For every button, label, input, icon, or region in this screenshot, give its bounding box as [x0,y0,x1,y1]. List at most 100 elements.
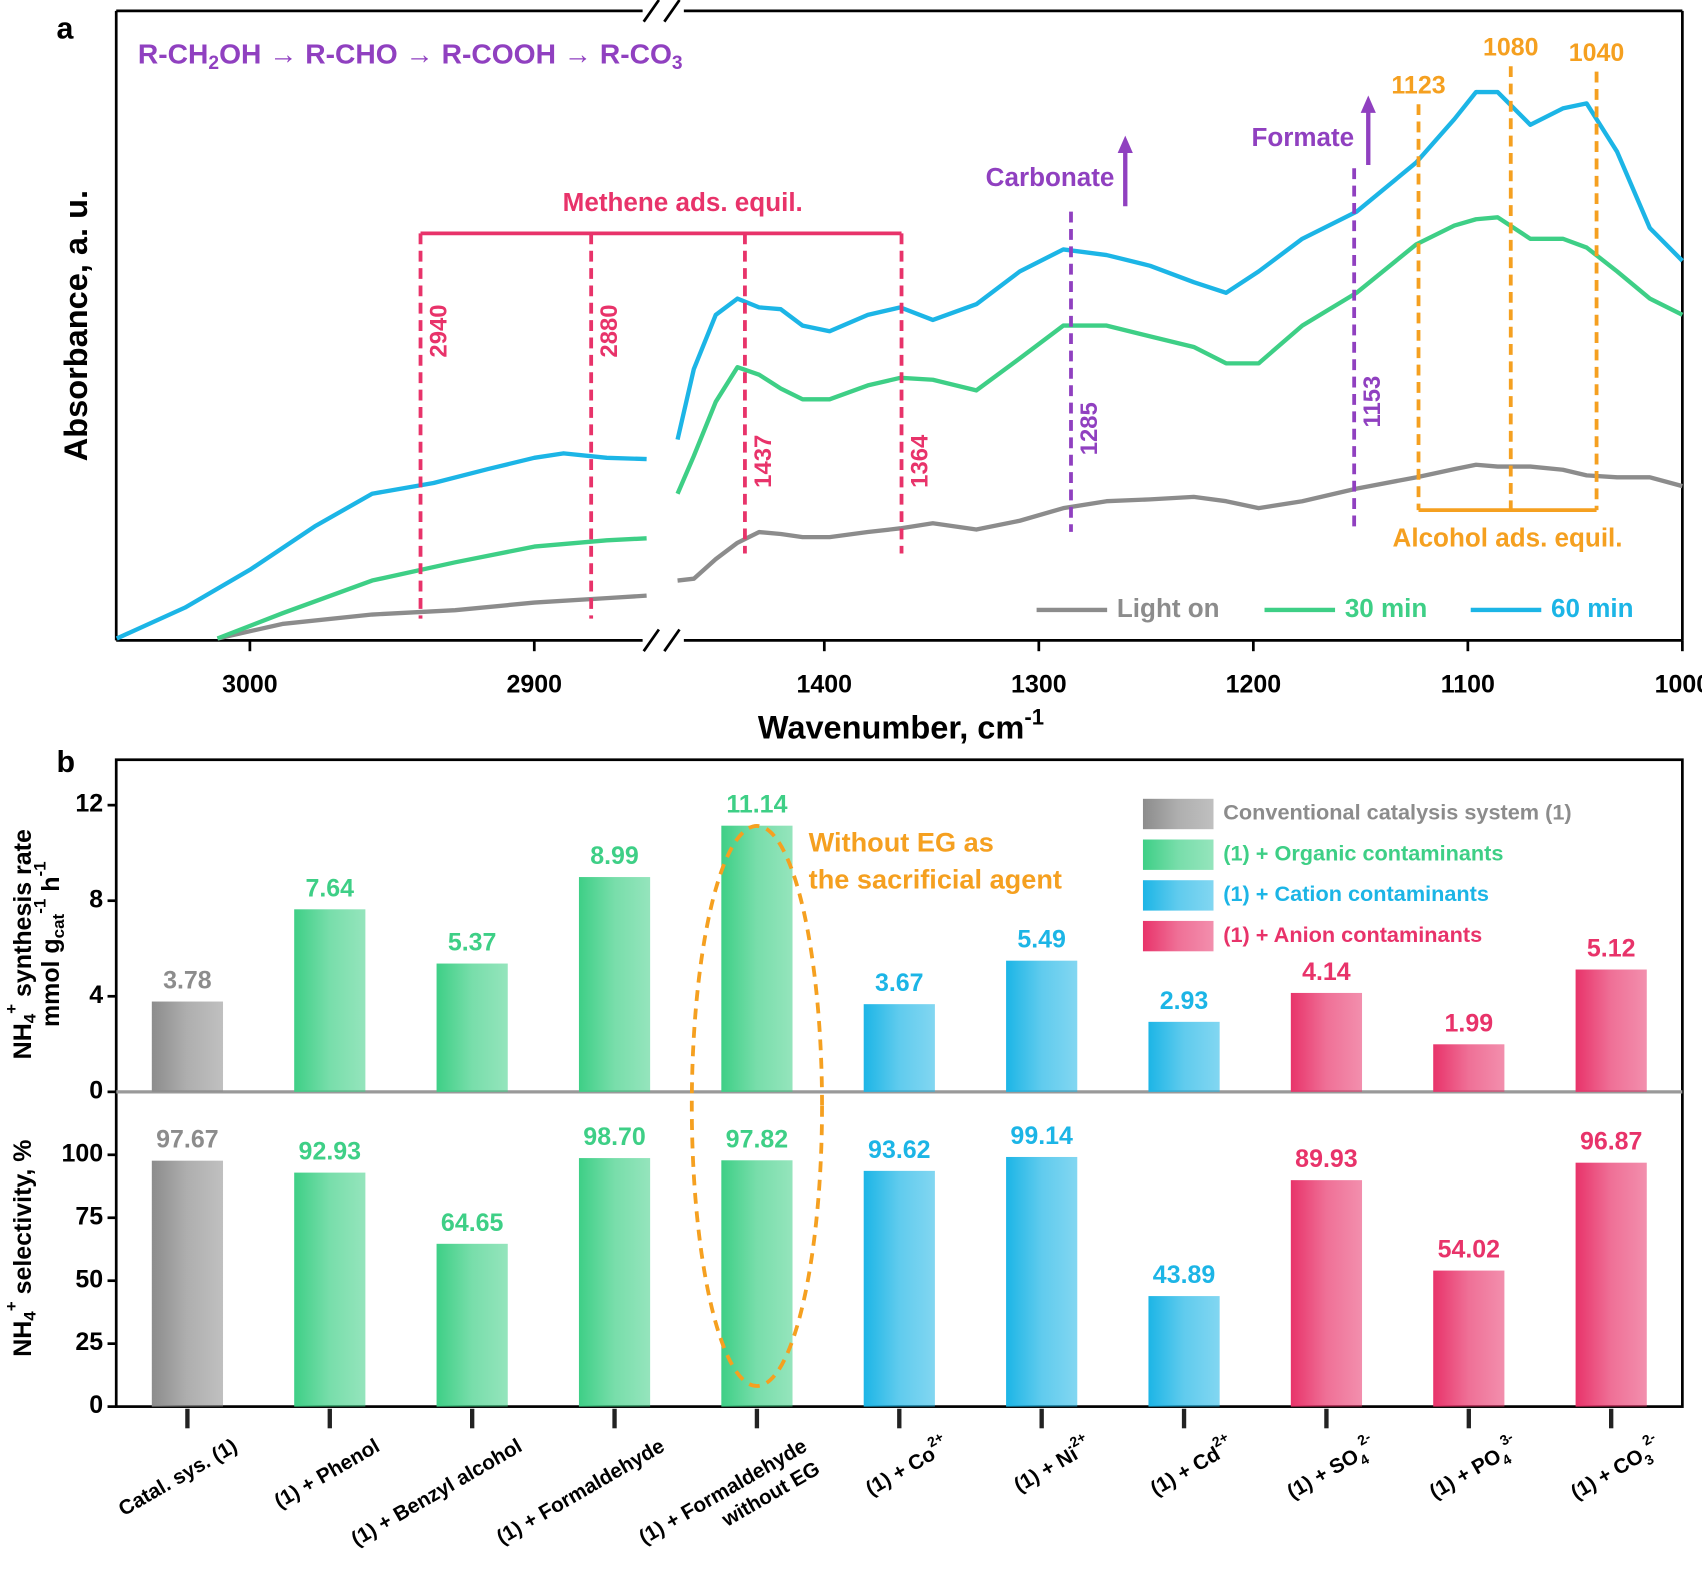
bar [1290,992,1363,1092]
bar [721,1160,793,1407]
legend-label: (1) + Organic contaminants [1223,840,1503,865]
reference-label: 1364 [906,434,933,488]
bar [294,909,366,1092]
value-label: 3.67 [875,969,924,997]
bar [1433,1044,1505,1092]
x-tick-label-part: 2- [1639,1428,1658,1448]
bar [578,1158,651,1407]
value-label: 93.62 [868,1136,930,1164]
value-label: 54.02 [1438,1236,1500,1264]
y-axis-title-part: cat [49,913,68,938]
x-axis-title-part: -1 [1024,704,1044,729]
y-axis-title-part: synthesis rate [9,829,37,1004]
bar [151,1160,224,1407]
axis-break [642,628,661,652]
y-axis-title-part: 4 [21,1013,40,1023]
value-label: 1.99 [1445,1009,1494,1037]
value-label: 11.14 [726,791,787,819]
arrow-head [1117,135,1133,154]
reference-label: 1040 [1569,39,1625,67]
y-axis-title: Absorbance, a. u. [58,190,94,461]
y-axis-title-part: h [37,877,65,899]
x-tick-label: 1400 [797,671,853,699]
bar [1433,1270,1505,1407]
reaction-part: 2 [208,53,219,74]
y-axis-title-part: + [3,1004,22,1014]
y-axis-title-part: -1 [31,861,50,876]
value-label: 7.64 [306,874,355,902]
y-tick-label: 75 [75,1202,103,1230]
y-axis-title: NH4+ selectivity, % [3,1140,40,1357]
y-tick-label: 12 [75,790,103,818]
legend-swatch [1142,798,1214,830]
bar [294,1172,366,1407]
y-tick-label: 100 [62,1139,104,1167]
legend-label: (1) + Anion contaminants [1223,922,1482,947]
x-tick-label-part: (1) + PO [1426,1445,1505,1504]
panel-label: a [57,11,75,45]
x-tick-label: (1) + Co2+ [858,1428,953,1501]
highlight-ellipse [689,824,824,1388]
y-axis-title-part: 4 [21,1311,40,1321]
x-tick-label: 1300 [1011,671,1067,699]
spectrum-line [216,536,647,641]
x-tick-label-part: (1) + Co [862,1443,939,1501]
value-label: 99.14 [1010,1122,1073,1150]
x-tick-label: 1200 [1226,671,1282,699]
value-label: 3.78 [163,967,212,995]
legend-label: 30 min [1345,593,1427,623]
legend-label: 60 min [1551,593,1633,623]
y-axis-title-part: -1 [31,899,50,914]
x-tick-label: (1) + SO42- [1280,1428,1383,1507]
spectrum-line [675,89,1684,441]
value-label: 89.93 [1295,1145,1357,1173]
bar [1575,1162,1647,1407]
bar [1006,960,1078,1092]
x-tick-label-part: Catal. sys. (1) [115,1435,242,1521]
value-label: 92.93 [299,1138,361,1166]
value-label: 4.14 [1302,958,1351,986]
value-label: 98.70 [583,1123,645,1151]
x-tick-label-part: 2+ [1067,1428,1089,1450]
x-tick-label: 3000 [222,671,278,699]
x-tick-label-part: 2- [1354,1428,1373,1448]
axis-break [663,0,681,23]
value-label: 5.37 [448,929,497,957]
reference-label: 1437 [750,435,777,488]
x-axis-title: Wavenumber, cm-1 [758,704,1044,745]
reaction-part: 3 [672,53,683,74]
value-label: 5.49 [1017,926,1066,954]
x-tick-label: (1) + Phenol [271,1435,384,1514]
y-axis-title: NH4+ synthesis ratemmol gcat-1 h-1 [3,829,69,1059]
x-tick-label-part: 2+ [1209,1428,1231,1450]
reaction-part: R-CH [138,38,209,70]
y-axis-title-part: selectivity, % [9,1140,37,1302]
x-tick-label: Catal. sys. (1) [115,1435,242,1521]
bracket-label: Methene ads. equil. [563,187,803,217]
x-tick-label-part: (1) + SO [1284,1445,1363,1504]
spectrum-line [115,451,647,641]
reference-label: 1285 [1076,402,1103,455]
x-tick-label-part: (1) + Ni [1010,1443,1082,1498]
y-axis-title-part: + [3,1301,22,1311]
y-tick-label: 8 [89,885,103,913]
reference-label: 2940 [425,304,452,357]
y-axis-title-part: NH [9,1321,37,1357]
reference-label: 2880 [596,304,623,357]
reaction-part: OH → R-CHO → R-COOH → R-CO [219,38,672,70]
x-tick-label-part: 2+ [924,1428,946,1450]
value-label: 64.65 [441,1209,504,1237]
bracket-label: Alcohol ads. equil. [1393,522,1623,552]
axis-break [642,0,661,23]
y-tick-label: 4 [89,981,103,1009]
x-tick-label-part: (1) + Cd [1147,1443,1224,1501]
reference-label: 1153 [1359,376,1386,428]
annotation: Without EG as [809,827,994,858]
bar [436,963,508,1092]
x-tick-label-part: 3- [1497,1428,1516,1448]
bar [863,1004,935,1092]
value-label: 97.67 [156,1126,218,1154]
legend-label: Light on [1117,593,1220,623]
